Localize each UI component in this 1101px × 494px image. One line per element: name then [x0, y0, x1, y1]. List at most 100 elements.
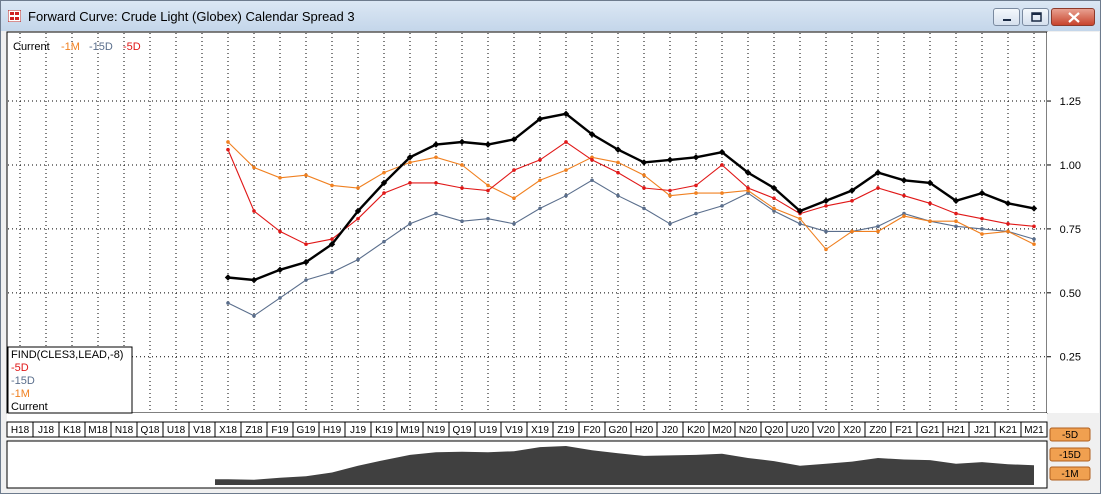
study-legend-5d: -5D [11, 362, 29, 374]
data-point-5d [668, 188, 672, 193]
close-button[interactable] [1051, 8, 1095, 26]
data-point-current [276, 266, 284, 274]
data-point-current [588, 131, 596, 138]
data-point-1m [772, 206, 776, 211]
data-point-5d [876, 186, 880, 190]
minimize-button[interactable] [993, 8, 1020, 26]
data-point-1m [798, 216, 802, 221]
maximize-button[interactable] [1022, 8, 1049, 26]
data-point-5d [642, 186, 646, 190]
data-point-current [536, 115, 544, 123]
data-point-5d [434, 181, 438, 185]
badge-5d-bg [1049, 427, 1091, 442]
data-point-1m [538, 178, 542, 183]
y-tick-label: 1.00 [1060, 160, 1081, 172]
data-point-current [874, 169, 882, 176]
data-point-15d [408, 221, 412, 226]
data-point-1m [226, 140, 230, 144]
legend-item-1m: -1M [61, 41, 80, 53]
y-tick-label: 0.50 [1060, 288, 1081, 300]
legend-item-15d: -15D [89, 41, 113, 53]
data-point-5d [954, 211, 958, 216]
series-badges: -5D -15D -1M [1049, 427, 1091, 481]
window-title: Forward Curve: Crude Light (Globex) Cale… [28, 9, 355, 24]
data-point-15d [538, 206, 542, 211]
title-bar[interactable]: Forward Curve: Crude Light (Globex) Cale… [1, 1, 1100, 31]
data-point-15d [616, 193, 620, 198]
data-point-current [900, 177, 908, 184]
data-point-5d [694, 183, 698, 188]
study-legend-header: FIND(CLES3,LEAD,-8) [11, 349, 123, 361]
badge-5d[interactable]: -5D [1049, 427, 1091, 442]
x-tick-label: J19 [350, 425, 367, 436]
data-point-5d [902, 193, 906, 198]
x-tick-label: Z18 [245, 425, 263, 436]
data-point-15d [278, 296, 282, 300]
data-point-1m [1032, 242, 1036, 247]
badge-15d[interactable]: -15D [1049, 447, 1091, 462]
data-point-15d [772, 209, 776, 213]
data-point-5d [382, 191, 386, 195]
data-point-1m [928, 219, 932, 224]
data-point-current [432, 141, 440, 148]
data-point-5d [252, 209, 256, 213]
data-point-current [692, 154, 700, 161]
data-point-1m [824, 247, 828, 252]
data-point-15d [434, 211, 438, 216]
data-point-5d [720, 163, 724, 167]
data-point-5d [772, 196, 776, 201]
data-point-5d [538, 158, 542, 162]
data-point-5d [330, 237, 334, 241]
data-point-1m [408, 160, 412, 165]
x-tick-label: J20 [662, 425, 679, 436]
badge-5d-label: -5D [1062, 430, 1078, 441]
data-point-1m [252, 165, 256, 170]
data-point-15d [304, 278, 308, 282]
x-tick-label: H19 [323, 425, 342, 436]
legend-item-5d: -5D [123, 41, 141, 53]
data-point-15d [356, 257, 360, 262]
data-point-5d [824, 204, 828, 208]
data-point-5d [304, 242, 308, 247]
data-point-1m [382, 170, 386, 175]
x-tick-label: V18 [193, 425, 211, 436]
x-tick-label: F19 [271, 425, 289, 436]
data-point-15d [226, 301, 230, 305]
data-point-15d [668, 221, 672, 226]
data-point-5d [616, 170, 620, 175]
data-point-current [770, 184, 778, 192]
series-group [224, 110, 1038, 318]
data-point-current [380, 179, 388, 187]
data-point-current [250, 276, 258, 284]
series-line-current [227, 112, 1035, 282]
data-point-15d [252, 314, 256, 318]
data-point-15d [980, 227, 984, 231]
mini-overview [215, 446, 1034, 485]
data-point-current [822, 197, 830, 204]
x-tick-label: G19 [297, 425, 316, 436]
data-point-current [510, 136, 518, 143]
data-point-current [744, 169, 752, 176]
data-point-1m [460, 163, 464, 167]
badge-1m[interactable]: -1M [1049, 466, 1091, 481]
study-legend-current: Current [11, 401, 48, 413]
badge-15d-bg [1049, 447, 1091, 462]
grid [8, 33, 1046, 412]
data-point-5d [928, 201, 932, 206]
data-point-current [1030, 205, 1038, 212]
data-point-15d [746, 191, 750, 195]
data-point-5d [356, 216, 360, 221]
x-tick-label: U19 [479, 425, 498, 436]
data-point-1m [902, 214, 906, 218]
x-tick-label: K20 [687, 425, 705, 436]
x-tick-label: G21 [921, 425, 940, 436]
minimize-icon [1003, 19, 1011, 21]
data-point-current [302, 258, 310, 266]
data-point-1m [668, 193, 672, 198]
x-tick-label: M20 [712, 425, 732, 436]
data-point-current [640, 159, 648, 166]
badge-1m-label: -1M [1061, 469, 1078, 480]
data-point-current [952, 197, 960, 204]
x-tick-label: Q20 [765, 425, 784, 436]
